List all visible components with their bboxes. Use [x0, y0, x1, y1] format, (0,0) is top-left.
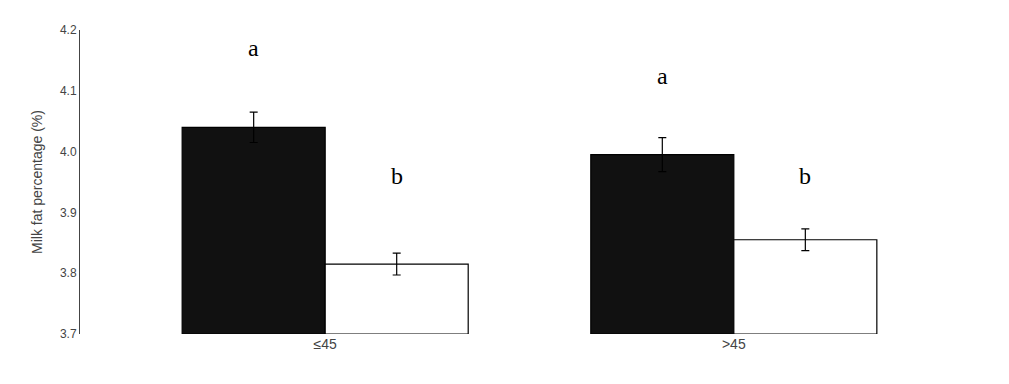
svg-text:b: b: [799, 163, 811, 189]
svg-text:a: a: [248, 35, 259, 61]
svg-text:3.8: 3.8: [60, 266, 77, 280]
svg-text:4.0: 4.0: [60, 145, 77, 159]
svg-text:3.7: 3.7: [60, 327, 77, 341]
svg-text:≤45: ≤45: [314, 336, 337, 352]
svg-text:4.2: 4.2: [60, 23, 77, 37]
svg-text:Milk fat percentage (%): Milk fat percentage (%): [29, 110, 45, 254]
svg-text:>45: >45: [722, 336, 746, 352]
svg-text:a: a: [657, 63, 668, 89]
svg-text:b: b: [391, 163, 403, 189]
svg-text:4.1: 4.1: [60, 84, 77, 98]
svg-text:3.9: 3.9: [60, 206, 77, 220]
